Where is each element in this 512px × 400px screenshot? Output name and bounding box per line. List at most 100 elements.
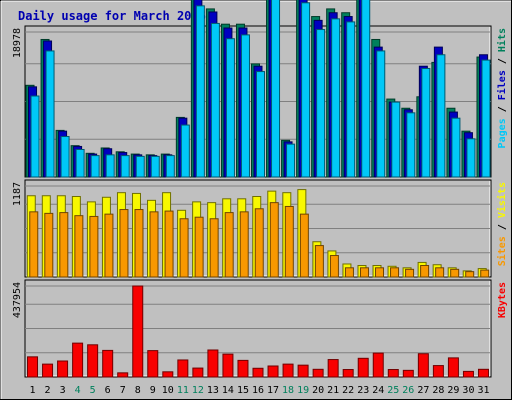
panel-visitors: 1187 Sites / Visits (12, 179, 508, 278)
bar-sites-day-1 (29, 211, 39, 278)
bar-pages-day-21 (331, 18, 341, 178)
x-tick-label: 13 (207, 385, 219, 396)
bar-sites-day-30 (465, 271, 475, 278)
legend-entry: Hits (496, 28, 508, 52)
bar-sites-day-16 (254, 208, 264, 278)
x-tick-label: 15 (237, 385, 249, 396)
bar-kbytes-day-11 (177, 359, 189, 378)
bar-kbytes-day-1 (27, 356, 39, 378)
bar-sites-day-23 (359, 267, 369, 278)
bar-sites-day-4 (74, 215, 84, 278)
bar-sites-day-24 (375, 267, 385, 278)
bar-pages-day-30 (466, 138, 476, 178)
x-tick-label: 16 (252, 385, 264, 396)
bar-sites-day-13 (209, 218, 219, 278)
x-tick-label: 12 (192, 385, 204, 396)
bar-pages-day-28 (436, 54, 446, 178)
y-max-label: 1187 (12, 182, 23, 206)
bar-kbytes-day-28 (432, 365, 444, 378)
bar-sites-day-17 (269, 202, 279, 278)
bar-pages-day-1 (30, 95, 40, 178)
bar-kbytes-day-22 (342, 369, 354, 378)
bar-kbytes-day-10 (162, 371, 174, 378)
panel-traffic: 18978 Pages / Files / Hits (12, 0, 508, 178)
bar-kbytes-day-17 (267, 365, 279, 378)
x-tick-label: 21 (327, 385, 339, 396)
bar-kbytes-day-27 (417, 353, 429, 378)
bar-pages-day-20 (316, 29, 326, 178)
bar-kbytes-day-4 (72, 342, 84, 378)
bar-kbytes-day-20 (312, 368, 324, 378)
bar-sites-day-6 (104, 213, 114, 278)
bar-kbytes-day-30 (462, 370, 474, 378)
bar-sites-day-18 (284, 205, 294, 278)
bar-pages-day-15 (240, 34, 250, 178)
bar-pages-day-9 (150, 155, 160, 178)
bar-kbytes-day-25 (387, 369, 399, 378)
legend-entry: Files (496, 70, 508, 100)
bar-kbytes-day-3 (57, 360, 69, 378)
x-tick-label: 6 (105, 385, 111, 396)
bar-pages-day-31 (481, 59, 491, 178)
bar-kbytes-day-19 (297, 364, 309, 378)
bar-sites-day-9 (149, 211, 159, 278)
bar-sites-day-21 (329, 255, 339, 278)
bar-pages-day-26 (406, 112, 416, 178)
x-tick-label: 17 (267, 385, 279, 396)
x-tick-label: 3 (60, 385, 66, 396)
bar-pages-day-5 (90, 155, 100, 178)
bar-sites-day-20 (314, 245, 324, 278)
bar-kbytes-day-23 (357, 357, 369, 378)
bar-pages-day-27 (421, 68, 431, 178)
legend-entry: / (497, 100, 508, 118)
legend-entry: Sites (496, 236, 508, 266)
bar-kbytes-day-8 (132, 285, 144, 378)
bar-sites-day-3 (59, 212, 69, 278)
x-tick-label: 9 (150, 385, 156, 396)
bar-sites-day-19 (299, 213, 309, 278)
bar-kbytes-day-9 (147, 350, 159, 378)
bar-pages-day-19 (301, 2, 311, 178)
x-tick-label: 14 (222, 385, 234, 396)
x-tick-label: 5 (90, 385, 96, 396)
bar-kbytes-day-6 (102, 349, 114, 378)
y-max-label: 18978 (12, 28, 23, 58)
x-tick-label: 31 (477, 385, 489, 396)
bar-sites-day-14 (224, 212, 234, 278)
x-tick-label: 25 (387, 385, 399, 396)
chart-panels: 18978 Pages / Files / Hits 1187 Sites / Vis… (12, 0, 508, 378)
bar-sites-day-11 (179, 218, 189, 278)
bar-pages-day-23 (361, 0, 371, 178)
x-tick-label: 29 (447, 385, 459, 396)
bar-pages-day-12 (195, 5, 205, 178)
chart-title: Daily usage for March 2006 (18, 9, 206, 23)
bar-kbytes-day-21 (327, 359, 339, 378)
bar-sites-day-27 (420, 265, 430, 278)
bar-kbytes-day-31 (477, 368, 489, 378)
legend-visitors: Sites / Visits (496, 182, 508, 266)
legend-kbytes: KBytes (497, 282, 508, 318)
bar-sites-day-2 (44, 212, 54, 278)
x-tick-label: 18 (282, 385, 294, 396)
bar-pages-day-2 (45, 50, 55, 178)
bar-pages-day-22 (346, 21, 356, 178)
legend-entry: KBytes (497, 282, 508, 318)
bar-kbytes-day-13 (207, 349, 219, 378)
x-tick-label: 26 (402, 385, 414, 396)
bar-sites-day-10 (164, 210, 174, 278)
bar-pages-day-18 (286, 143, 296, 178)
x-tick-label: 19 (297, 385, 309, 396)
bar-sites-day-31 (480, 269, 490, 278)
legend-traffic: Pages / Files / Hits (496, 28, 508, 148)
x-tick-label: 7 (120, 385, 126, 396)
bar-kbytes-day-29 (447, 357, 459, 378)
panel-kbytes: 437954 KBytes (12, 279, 508, 378)
bar-pages-day-11 (180, 124, 190, 178)
bar-kbytes-day-12 (192, 367, 204, 378)
bar-pages-day-17 (271, 0, 281, 178)
bar-sites-day-15 (239, 211, 249, 278)
x-tick-label: 4 (75, 385, 81, 396)
x-tick-label: 20 (312, 385, 324, 396)
x-tick-label: 28 (432, 385, 444, 396)
